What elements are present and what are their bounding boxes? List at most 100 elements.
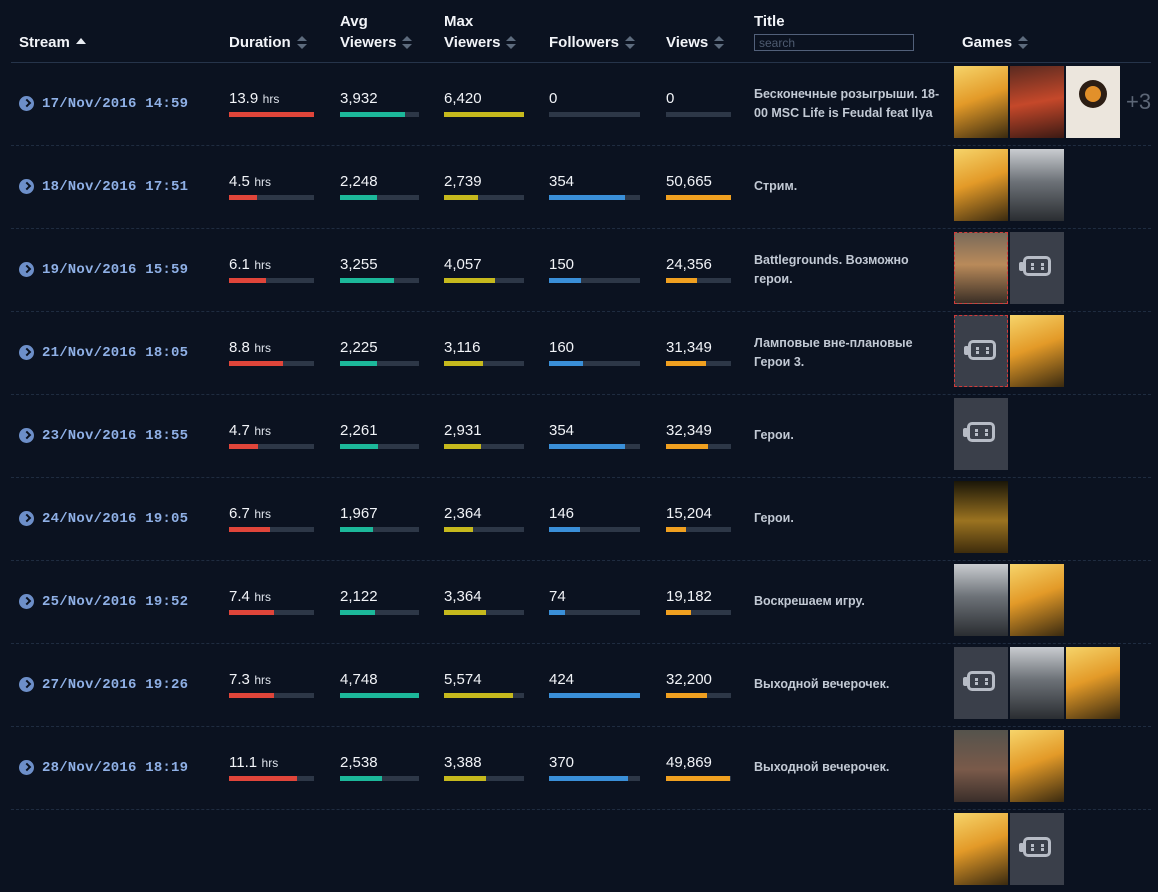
max-viewers-value: 2,739	[444, 173, 482, 190]
sort-icon	[402, 36, 413, 50]
column-stream[interactable]: Stream	[19, 32, 86, 53]
game-thumbnail[interactable]	[954, 149, 1008, 221]
stream-title: Battlegrounds. Возможно герои.	[754, 252, 909, 286]
avg-viewers-cell: 2,261	[340, 422, 419, 449]
views-value: 0	[666, 90, 675, 107]
game-thumbnail[interactable]	[1010, 564, 1064, 636]
more-games-count[interactable]: +3	[1126, 89, 1152, 114]
max-viewers-cell: 6,420	[444, 90, 524, 117]
column-max-viewers[interactable]: Max Viewers	[444, 11, 517, 53]
avg-viewers-bar	[340, 444, 419, 449]
max-viewers-cell: 3,388	[444, 754, 524, 781]
game-thumbnail[interactable]	[954, 481, 1008, 553]
avg-viewers-bar	[340, 610, 419, 615]
avg-viewers-cell: 2,225	[340, 339, 419, 366]
avg-viewers-bar	[340, 527, 419, 532]
followers-value: 354	[549, 173, 575, 190]
game-thumbnail[interactable]	[1010, 730, 1064, 802]
stream-title: Бесконечные розыгрыши. 18-00 MSC Life is…	[754, 86, 940, 120]
games-list	[954, 398, 1010, 470]
gamepad-icon	[964, 340, 996, 360]
table-row: 28/Nov/2016 18:19 11.1 hrs 2,538 3,388 370 49…	[11, 726, 1151, 810]
column-duration[interactable]: Duration	[229, 32, 307, 53]
duration-unit: hrs	[254, 673, 271, 687]
duration-bar	[229, 527, 314, 532]
views-value: 32,200	[666, 671, 712, 688]
game-thumbnail[interactable]	[954, 564, 1008, 636]
views-bar	[666, 112, 731, 117]
game-thumbnail[interactable]	[954, 315, 1008, 387]
duration-cell: 7.4 hrs	[229, 588, 314, 615]
sort-icon	[1018, 36, 1029, 50]
avg-viewers-value: 2,261	[340, 422, 378, 439]
followers-cell: 74	[549, 588, 640, 615]
avg-viewers-value: 2,122	[340, 588, 378, 605]
game-thumbnail[interactable]	[1066, 66, 1120, 138]
max-viewers-cell: 3,116	[444, 339, 524, 366]
column-views[interactable]: Views	[666, 32, 725, 53]
chevron-right-circle-icon	[19, 594, 34, 609]
column-title: Title	[754, 11, 785, 32]
duration-cell: 13.9 hrs	[229, 90, 314, 117]
gamepad-icon	[1019, 837, 1051, 857]
avg-viewers-cell: 2,538	[340, 754, 419, 781]
game-thumbnail[interactable]	[1010, 813, 1064, 885]
game-thumbnail[interactable]	[954, 232, 1008, 304]
games-list	[954, 730, 1066, 802]
avg-viewers-bar	[340, 361, 419, 366]
views-cell: 15,204	[666, 505, 731, 532]
game-thumbnail[interactable]	[954, 647, 1008, 719]
followers-cell: 146	[549, 505, 640, 532]
table-row	[11, 809, 1151, 892]
duration-bar	[229, 195, 314, 200]
game-thumbnail[interactable]	[954, 813, 1008, 885]
stream-link[interactable]: 19/Nov/2016 15:59	[19, 228, 188, 311]
max-viewers-bar	[444, 610, 524, 615]
column-followers[interactable]: Followers	[549, 32, 636, 53]
game-thumbnail[interactable]	[1010, 315, 1064, 387]
game-thumbnail[interactable]	[1010, 149, 1064, 221]
followers-bar	[549, 278, 640, 283]
stream-link[interactable]: 28/Nov/2016 18:19	[19, 726, 188, 809]
game-thumbnail[interactable]	[1066, 647, 1120, 719]
stream-title: Воскрешаем игру.	[754, 594, 865, 608]
stream-link[interactable]: 17/Nov/2016 14:59	[19, 62, 188, 145]
followers-value: 150	[549, 256, 575, 273]
duration-cell: 4.5 hrs	[229, 173, 314, 200]
duration-unit: hrs	[254, 258, 271, 272]
column-avg-viewers[interactable]: Avg Viewers	[340, 11, 413, 53]
duration-bar	[229, 444, 314, 449]
avg-viewers-bar	[340, 195, 419, 200]
followers-cell: 354	[549, 422, 640, 449]
followers-cell: 354	[549, 173, 640, 200]
stream-date: 28/Nov/2016 18:19	[42, 759, 189, 776]
game-thumbnail[interactable]	[1010, 232, 1064, 304]
duration-unit: hrs	[262, 92, 280, 106]
stream-title: Герои.	[754, 511, 794, 525]
title-search-input[interactable]	[754, 34, 914, 51]
duration-value: 7.4	[229, 588, 250, 605]
stream-link[interactable]: 27/Nov/2016 19:26	[19, 643, 188, 726]
stream-title: Герои.	[754, 428, 794, 442]
game-thumbnail[interactable]	[954, 66, 1008, 138]
game-thumbnail[interactable]	[1010, 66, 1064, 138]
views-bar	[666, 195, 731, 200]
max-viewers-value: 6,420	[444, 90, 482, 107]
views-cell: 0	[666, 90, 731, 117]
games-list	[954, 481, 1010, 553]
max-viewers-bar	[444, 361, 524, 366]
column-games[interactable]: Games	[962, 32, 1029, 53]
stream-title: Стрим.	[754, 179, 798, 193]
stream-link[interactable]: 21/Nov/2016 18:05	[19, 311, 188, 394]
stream-link[interactable]: 23/Nov/2016 18:55	[19, 394, 188, 477]
stream-link[interactable]: 24/Nov/2016 19:05	[19, 477, 188, 560]
game-thumbnail[interactable]	[954, 730, 1008, 802]
duration-bar	[229, 693, 314, 698]
table-row: 19/Nov/2016 15:59 6.1 hrs 3,255 4,057 150 24,…	[11, 228, 1151, 312]
game-thumbnail[interactable]	[954, 398, 1008, 470]
stream-date: 24/Nov/2016 19:05	[42, 510, 189, 527]
duration-value: 6.7	[229, 505, 250, 522]
game-thumbnail[interactable]	[1010, 647, 1064, 719]
stream-link[interactable]: 25/Nov/2016 19:52	[19, 560, 188, 643]
stream-link[interactable]: 18/Nov/2016 17:51	[19, 145, 188, 228]
